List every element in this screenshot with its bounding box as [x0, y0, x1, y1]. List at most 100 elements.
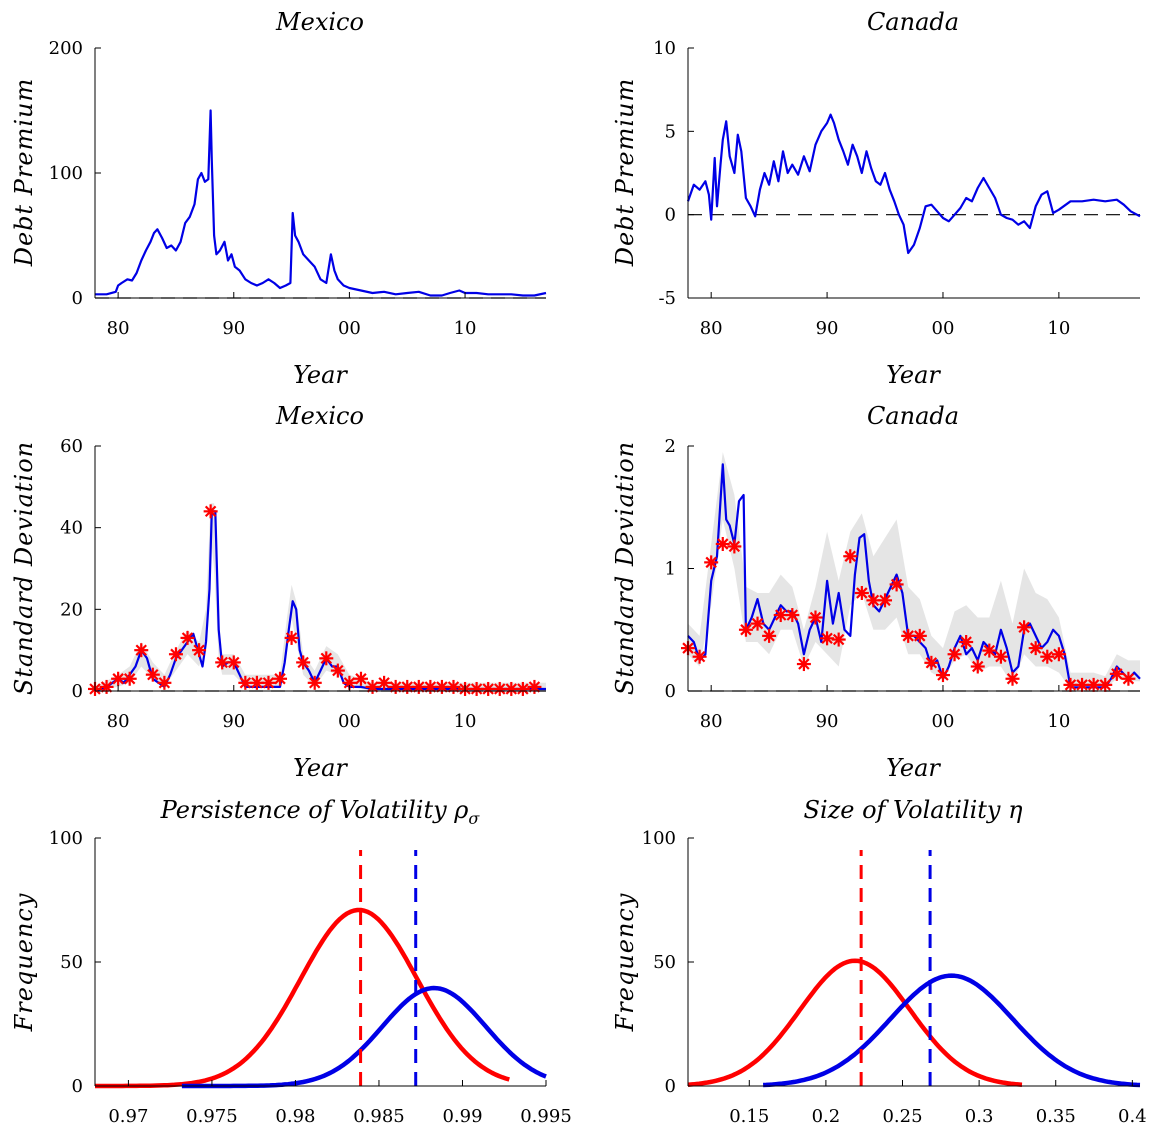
- star-marker-stroke: [482, 683, 494, 695]
- star-marker: [993, 649, 1008, 664]
- star-marker-stroke: [1099, 679, 1111, 691]
- star-marker-stroke: [914, 630, 926, 642]
- star-marker: [738, 622, 753, 637]
- y-tick-label: 60: [60, 436, 83, 457]
- y-axis-label: Standard Deviation: [10, 441, 38, 695]
- star-marker-stroke: [239, 677, 252, 689]
- x-tick-label: 10: [1047, 318, 1070, 339]
- y-tick-label: 10: [653, 38, 676, 59]
- x-tick-label: 00: [932, 711, 955, 732]
- star-marker-stroke: [470, 683, 483, 695]
- star-marker-stroke: [366, 681, 379, 693]
- star-marker: [750, 616, 765, 631]
- star-marker: [924, 655, 939, 670]
- star-marker: [947, 647, 962, 662]
- star-marker: [1121, 671, 1136, 686]
- y-axis-label: Frequency: [611, 893, 639, 1033]
- star-marker: [959, 635, 974, 649]
- star-marker: [1005, 671, 1020, 686]
- star-marker: [330, 663, 345, 678]
- star-marker-stroke: [413, 681, 425, 693]
- chart-title: Mexico: [275, 402, 364, 430]
- star-marker-stroke: [355, 673, 367, 685]
- star-marker-stroke: [343, 677, 356, 689]
- star-marker-stroke: [528, 681, 541, 693]
- star-marker: [226, 655, 241, 670]
- y-tick-label: 50: [653, 952, 676, 973]
- star-marker-stroke: [308, 677, 321, 689]
- star-marker: [843, 549, 858, 564]
- star-marker-stroke: [1053, 648, 1065, 660]
- star-marker-stroke: [786, 609, 799, 621]
- y-tick-label: 0: [665, 1076, 676, 1097]
- panel-persistence-of-volatility: Persistence of Volatility ρσ Frequency 0…: [10, 796, 572, 1127]
- star-marker: [446, 679, 461, 694]
- star-marker-stroke: [170, 648, 182, 660]
- y-tick-label: 50: [60, 952, 83, 973]
- star-marker-stroke: [1018, 621, 1030, 634]
- star-marker: [423, 679, 438, 694]
- plot-area: -5 0 5 10 80 90 00 10: [653, 38, 1141, 339]
- panel-canada-standard-deviation: Canada Standard Deviation Year 0 1 2 80 90 00…: [611, 402, 1141, 782]
- star-marker: [901, 628, 916, 643]
- panel-mexico-standard-deviation: Mexico Standard Deviation Year 0 20 40 60 80…: [10, 402, 546, 782]
- x-tick-label: 0.35: [1036, 1106, 1076, 1127]
- star-marker: [854, 586, 869, 600]
- x-axis-label: Year: [886, 754, 941, 782]
- y-tick-label: 0: [72, 681, 83, 702]
- star-marker: [157, 675, 172, 690]
- star-marker: [411, 679, 426, 694]
- star-marker-stroke: [517, 683, 529, 695]
- star-marker: [180, 630, 195, 645]
- chart-title: Size of Volatility η: [804, 796, 1024, 824]
- y-tick-label: 100: [49, 163, 83, 184]
- series-line: [686, 113, 1141, 255]
- star-marker-stroke: [204, 505, 217, 518]
- density-curve: [95, 907, 510, 1089]
- star-marker-stroke: [995, 650, 1007, 663]
- star-marker-stroke: [123, 673, 136, 685]
- star-marker: [515, 681, 530, 696]
- series-line: [95, 109, 547, 297]
- star-marker-stroke: [285, 632, 298, 644]
- chart-title-text: Persistence of Volatility ρ: [160, 796, 469, 824]
- x-tick-label: 00: [932, 318, 955, 339]
- star-marker-stroke: [216, 656, 228, 669]
- y-tick-label: 0: [72, 288, 83, 309]
- star-marker-stroke: [1029, 642, 1042, 654]
- y-tick-label: 40: [60, 518, 83, 539]
- star-marker: [1098, 677, 1113, 692]
- star-marker-stroke: [158, 677, 171, 689]
- star-marker-stroke: [890, 578, 903, 591]
- star-marker: [727, 539, 742, 554]
- x-tick-label: 0.99: [442, 1106, 482, 1127]
- star-marker-stroke: [1076, 679, 1088, 691]
- x-tick-label: 0.15: [729, 1106, 769, 1127]
- series-line: [687, 463, 1141, 689]
- star-marker: [353, 671, 368, 686]
- star-marker: [912, 628, 927, 643]
- x-tick-label: 80: [700, 711, 723, 732]
- star-marker: [1063, 677, 1078, 692]
- x-tick-label: 0.25: [882, 1106, 922, 1127]
- x-axis-label: Year: [886, 361, 941, 389]
- x-tick-label: 80: [107, 318, 130, 339]
- star-marker-stroke: [740, 624, 752, 636]
- y-axis-label: Debt Premium: [611, 78, 639, 268]
- star-marker-stroke: [1064, 679, 1077, 691]
- x-tick-label: 90: [816, 318, 839, 339]
- chart-title: Mexico: [275, 8, 364, 36]
- star-marker-stroke: [705, 556, 717, 569]
- star-marker: [284, 630, 299, 645]
- chart-title: Canada: [867, 8, 959, 36]
- x-tick-label: 0.975: [186, 1106, 238, 1127]
- star-marker-stroke: [1041, 650, 1054, 663]
- x-tick-label: 10: [454, 318, 477, 339]
- star-marker: [1109, 666, 1124, 681]
- panel-mexico-debt-premium: Mexico Debt Premium Year 0 100 200 80 90 00 10: [10, 8, 547, 389]
- star-marker: [365, 679, 380, 694]
- star-marker-stroke: [297, 656, 309, 669]
- star-marker-stroke: [972, 660, 984, 673]
- chart-title-subscript: σ: [468, 809, 480, 828]
